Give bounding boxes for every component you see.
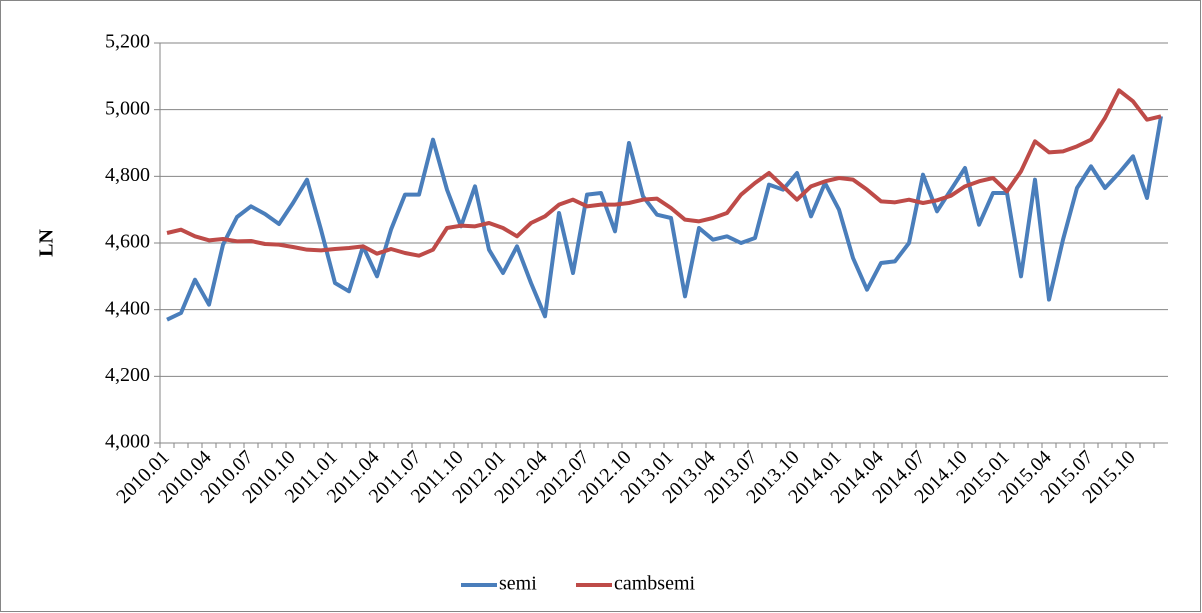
- y-tick-label: 5,000: [105, 97, 150, 119]
- y-axis-title: LN: [36, 229, 58, 257]
- y-tick-label: 5,200: [105, 31, 150, 53]
- line-series: [166, 115, 1163, 322]
- y-tick-label: 4,400: [105, 297, 150, 319]
- y-tick-label: 4,000: [105, 431, 150, 453]
- y-tick-label: 4,600: [105, 231, 150, 253]
- y-tick-label: 4,200: [105, 364, 150, 386]
- y-tick-label: 4,800: [105, 164, 150, 186]
- line-series: [166, 88, 1162, 258]
- legend-label: cambsemi: [614, 573, 696, 595]
- legend-label: semi: [499, 573, 537, 595]
